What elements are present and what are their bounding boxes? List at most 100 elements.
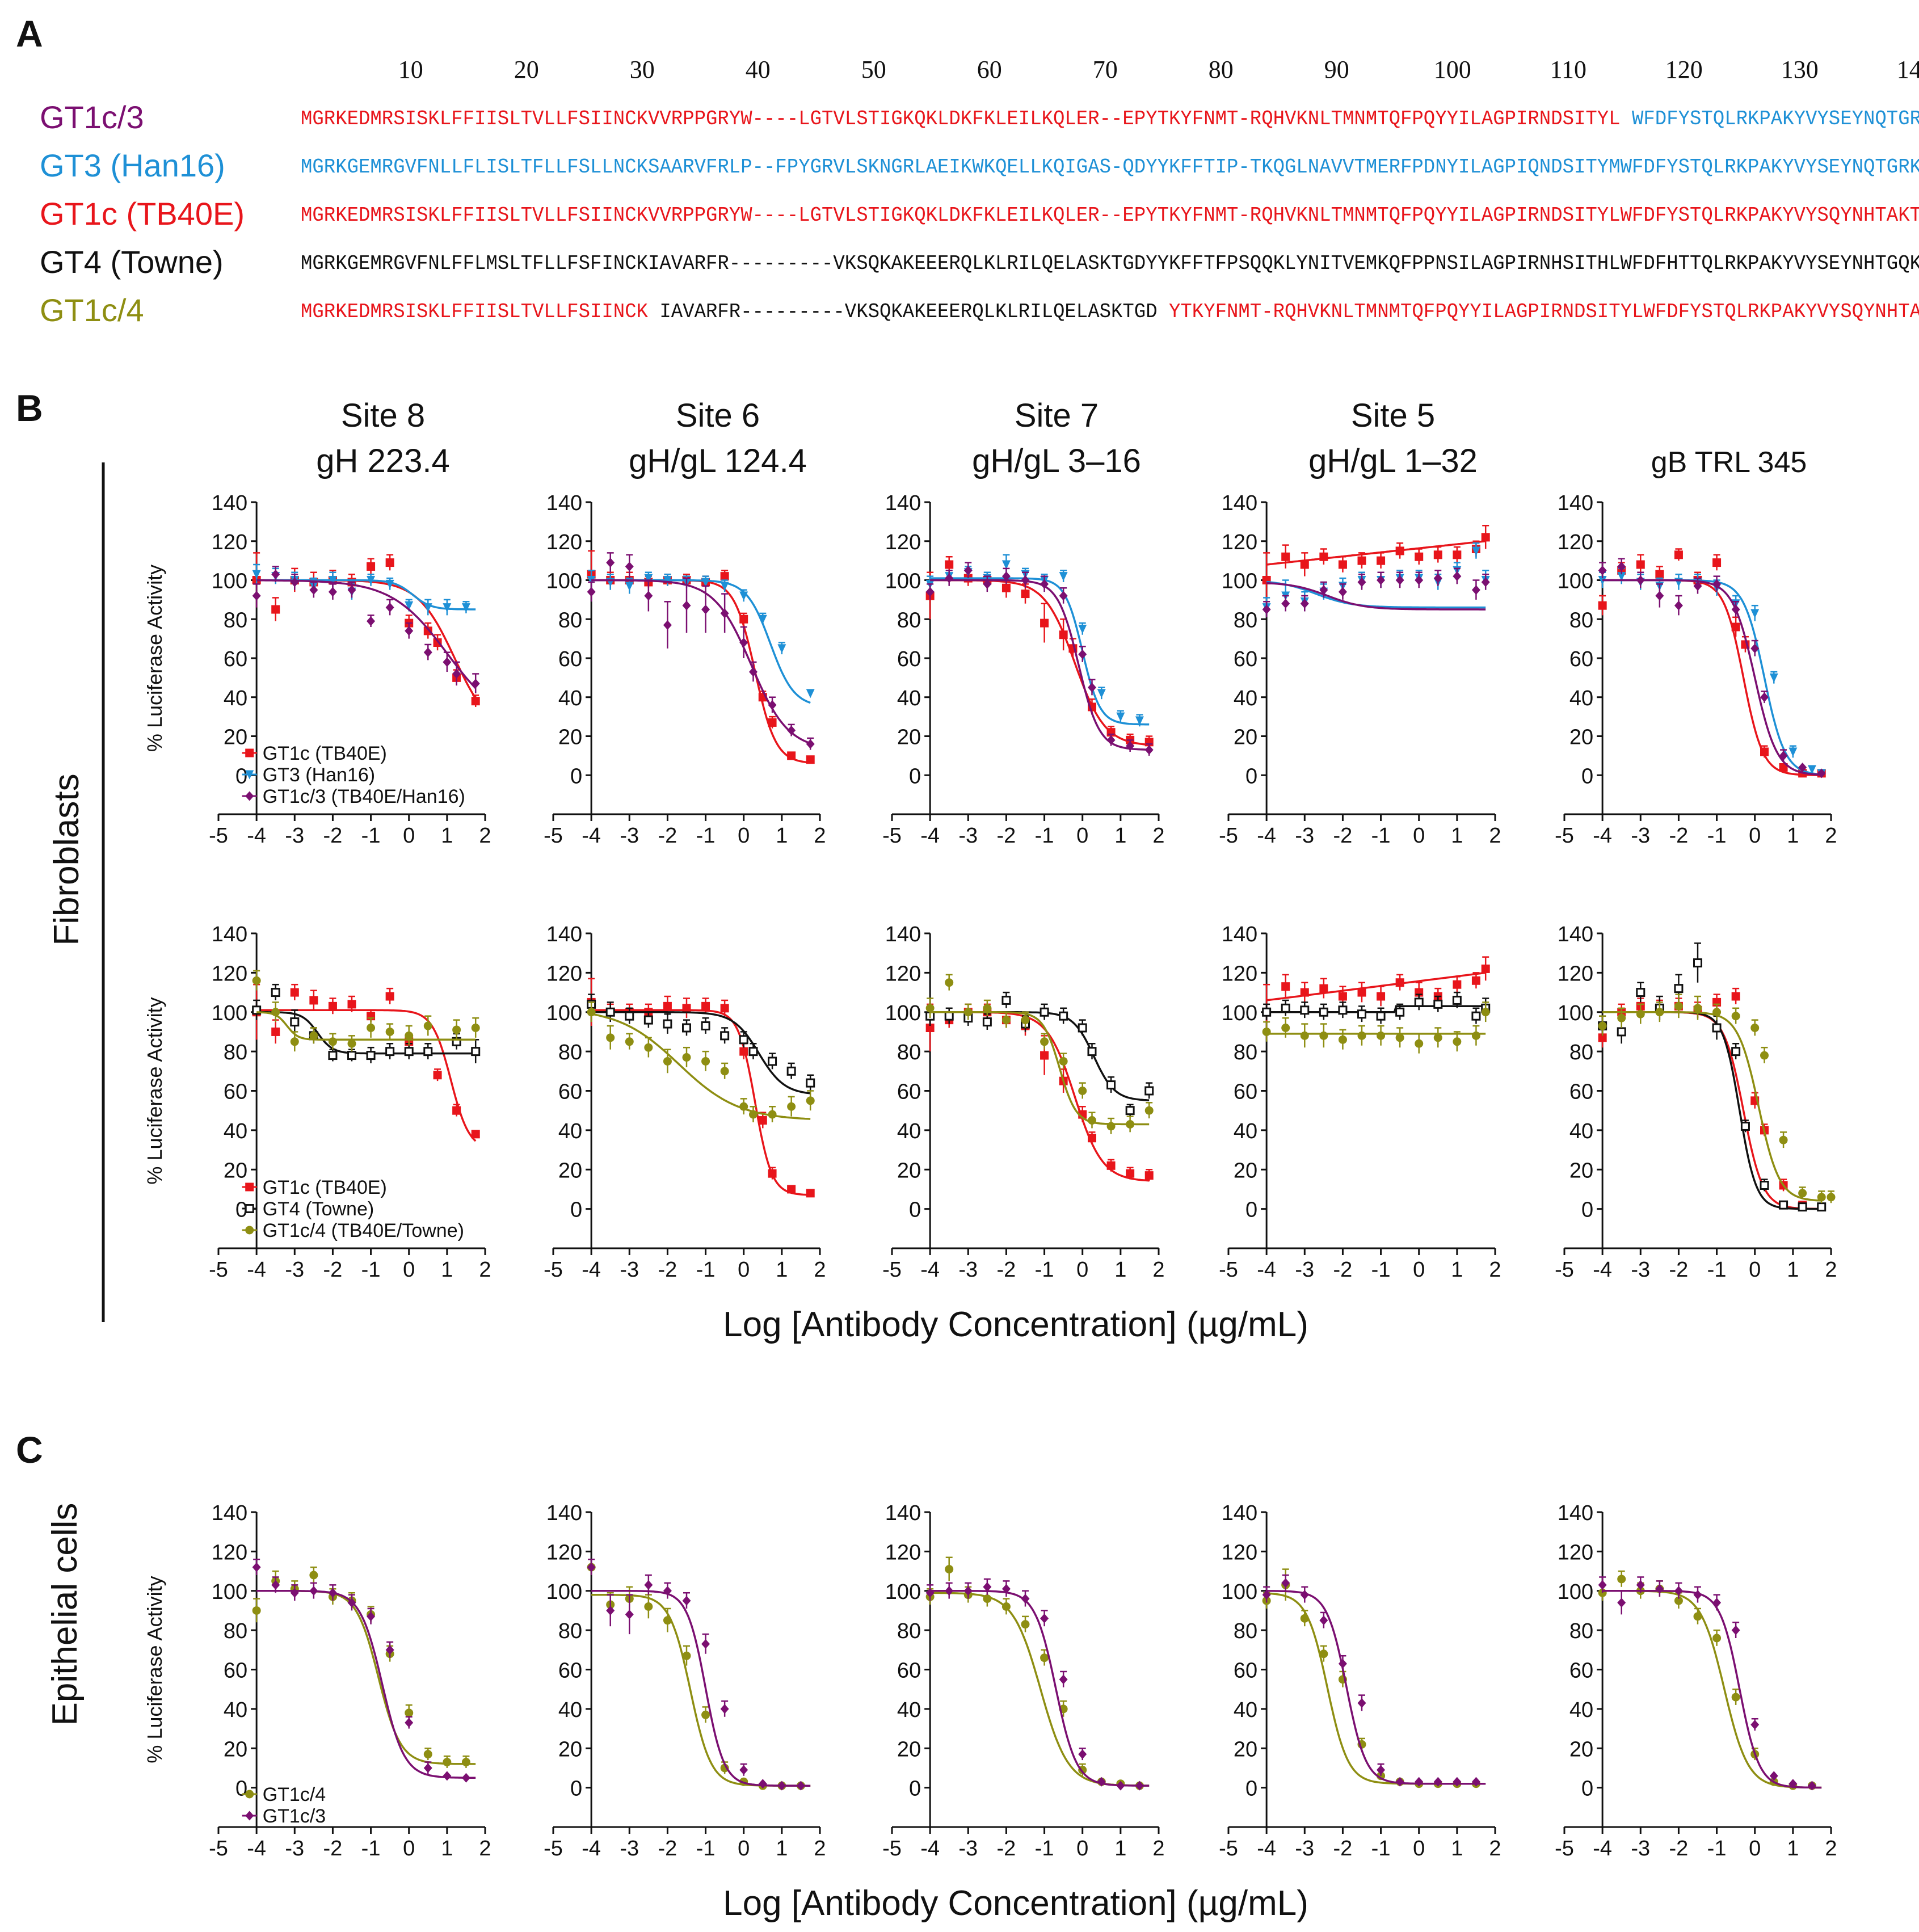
x-tick-label: -4 xyxy=(582,1258,601,1282)
data-point xyxy=(963,1008,973,1017)
y-tick-label: 140 xyxy=(1558,1501,1593,1525)
fit-curve xyxy=(591,579,811,744)
data-point xyxy=(605,1007,615,1017)
data-point xyxy=(1021,1620,1030,1629)
y-tick-label: 20 xyxy=(224,726,247,750)
y-tick-label: 60 xyxy=(224,1659,247,1683)
data-point xyxy=(1453,550,1462,559)
data-point xyxy=(1452,995,1462,1005)
data-point xyxy=(290,1037,299,1046)
data-point xyxy=(806,1078,815,1088)
column-subtitle: gH/gL 124.4 xyxy=(629,443,807,479)
data-point xyxy=(367,1024,376,1032)
data-point xyxy=(1731,604,1740,614)
data-point xyxy=(768,1110,777,1119)
chart-B1-3: 0 20 40 60 80 100 120 140 -5 -4 -3 -2 -1 0 1 2 xyxy=(882,491,1164,848)
data-point xyxy=(328,576,337,585)
data-point xyxy=(1798,763,1807,772)
series-GT1c/4 (TB40E/Towne) xyxy=(587,1001,815,1122)
data-point xyxy=(1674,1596,1683,1605)
data-point xyxy=(1674,600,1683,611)
data-point xyxy=(461,603,470,613)
x-tick-label: -5 xyxy=(882,824,902,848)
y-tick-label: 120 xyxy=(212,1540,247,1564)
x-tick-label: 2 xyxy=(1825,824,1837,848)
data-point xyxy=(367,616,376,626)
y-tick-label: 20 xyxy=(897,1737,921,1761)
data-point xyxy=(245,1182,254,1192)
data-point xyxy=(1040,618,1049,628)
x-tick-label: 2 xyxy=(1152,1837,1164,1861)
y-tick-label: 140 xyxy=(885,1501,921,1525)
x-tick-label: 2 xyxy=(814,1258,826,1282)
data-point xyxy=(1769,1771,1778,1781)
data-point xyxy=(328,1051,338,1060)
data-point xyxy=(1471,1011,1481,1021)
y-tick-label: 40 xyxy=(1569,687,1593,710)
data-point xyxy=(1712,1598,1722,1608)
x-tick-label: -2 xyxy=(323,1837,343,1861)
data-point xyxy=(663,1019,672,1029)
data-point xyxy=(983,1582,992,1592)
data-point xyxy=(290,1588,299,1598)
data-point xyxy=(452,1106,461,1115)
data-point xyxy=(1097,1777,1106,1787)
x-tick-label: -4 xyxy=(1257,1837,1276,1861)
x-tick-label: -2 xyxy=(1669,824,1689,848)
ruler-tick-label: 100 xyxy=(1434,56,1471,83)
x-tick-label: -2 xyxy=(1333,824,1353,848)
y-tick-label: 140 xyxy=(1222,491,1257,515)
data-point xyxy=(1040,1007,1049,1017)
data-point xyxy=(252,1562,261,1572)
panel-label-b: B xyxy=(16,387,43,429)
sequence-segment: WFDFYSTQLRKPAKYVYSEYNQTGRK xyxy=(1632,107,1919,131)
data-point xyxy=(1415,1039,1424,1048)
y-tick-label: 40 xyxy=(558,687,582,710)
x-tick-label: 1 xyxy=(776,824,788,848)
x-tick-label: -3 xyxy=(958,824,978,848)
y-tick-label: 40 xyxy=(1234,1119,1257,1143)
y-tick-label: 40 xyxy=(897,1698,921,1722)
data-point xyxy=(1021,575,1030,585)
data-point xyxy=(1453,980,1462,989)
data-point xyxy=(963,565,973,575)
x-tick-label: -1 xyxy=(1371,1837,1391,1861)
data-point xyxy=(347,1000,356,1009)
data-point xyxy=(1357,988,1366,997)
y-tick-label: 0 xyxy=(235,1777,247,1801)
data-point xyxy=(1433,1777,1442,1787)
fit-curve xyxy=(930,579,1150,751)
chart-C-4: 0 20 40 60 80 100 120 140 -5 -4 -3 -2 -1 0 1 2 xyxy=(1219,1501,1501,1861)
data-point xyxy=(1001,1016,1011,1025)
data-point xyxy=(777,644,786,654)
data-point xyxy=(643,1015,653,1025)
data-point xyxy=(945,978,954,987)
ruler-tick-label: 70 xyxy=(1093,56,1118,83)
x-tick-label: 0 xyxy=(1076,1837,1088,1861)
data-point xyxy=(1471,1777,1480,1787)
data-point xyxy=(625,1609,634,1619)
data-point xyxy=(786,1066,796,1076)
data-point xyxy=(1125,1106,1135,1116)
data-point xyxy=(925,1004,935,1013)
x-tick-label: 1 xyxy=(1787,1258,1799,1282)
y-tick-label: 40 xyxy=(1569,1119,1593,1143)
data-point xyxy=(768,1169,777,1178)
series-GT1c/3 xyxy=(252,1559,476,1783)
y-tick-label: 60 xyxy=(1569,1080,1593,1104)
data-point xyxy=(963,1586,973,1596)
x-tick-label: 0 xyxy=(1749,1837,1761,1861)
y-tick-label: 60 xyxy=(1234,1080,1257,1104)
legend-label: GT1c/4 xyxy=(263,1784,326,1805)
data-point xyxy=(1281,1024,1290,1032)
data-point xyxy=(1481,1008,1490,1017)
sequence-segment: MGRKGEMRGVFNLFFLMSLTFLLFSFINCKIAVARFR---… xyxy=(301,252,1919,275)
x-tick-label: -4 xyxy=(247,1837,266,1861)
data-point xyxy=(925,1588,935,1598)
data-point xyxy=(1395,1777,1404,1787)
data-point xyxy=(806,1096,815,1105)
x-tick-label: -5 xyxy=(1555,824,1574,848)
y-tick-label: 40 xyxy=(897,1119,921,1143)
data-point xyxy=(701,1021,710,1031)
series-GT1c/3 (TB40E/Han16) xyxy=(252,566,480,693)
